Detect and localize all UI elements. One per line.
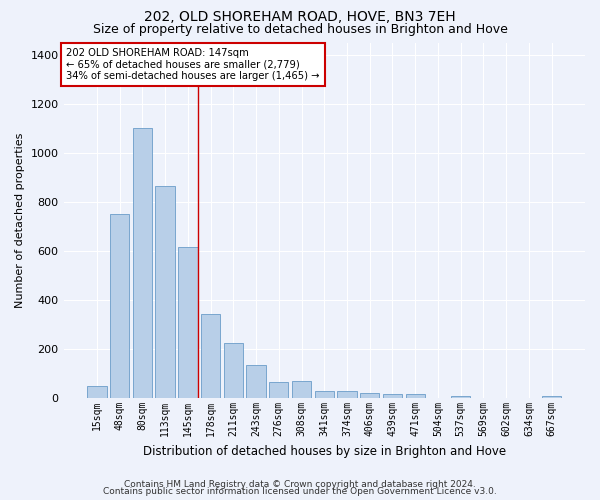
Y-axis label: Number of detached properties: Number of detached properties: [15, 132, 25, 308]
Bar: [383, 394, 402, 398]
Bar: [201, 314, 220, 398]
Text: 202, OLD SHOREHAM ROAD, HOVE, BN3 7EH: 202, OLD SHOREHAM ROAD, HOVE, BN3 7EH: [144, 10, 456, 24]
Bar: [224, 343, 243, 398]
Text: Contains HM Land Registry data © Crown copyright and database right 2024.: Contains HM Land Registry data © Crown c…: [124, 480, 476, 489]
Bar: [269, 382, 289, 398]
Bar: [133, 128, 152, 398]
Bar: [247, 365, 266, 398]
Text: Contains public sector information licensed under the Open Government Licence v3: Contains public sector information licen…: [103, 487, 497, 496]
Bar: [451, 396, 470, 398]
Bar: [292, 381, 311, 398]
Bar: [110, 214, 130, 398]
Bar: [155, 186, 175, 398]
Text: 202 OLD SHOREHAM ROAD: 147sqm
← 65% of detached houses are smaller (2,779)
34% o: 202 OLD SHOREHAM ROAD: 147sqm ← 65% of d…: [66, 48, 320, 81]
Bar: [314, 391, 334, 398]
Bar: [178, 248, 197, 398]
Text: Size of property relative to detached houses in Brighton and Hove: Size of property relative to detached ho…: [92, 22, 508, 36]
Bar: [406, 394, 425, 398]
Bar: [87, 386, 107, 398]
Bar: [542, 396, 561, 398]
Bar: [360, 393, 379, 398]
Bar: [337, 391, 356, 398]
X-axis label: Distribution of detached houses by size in Brighton and Hove: Distribution of detached houses by size …: [143, 444, 506, 458]
